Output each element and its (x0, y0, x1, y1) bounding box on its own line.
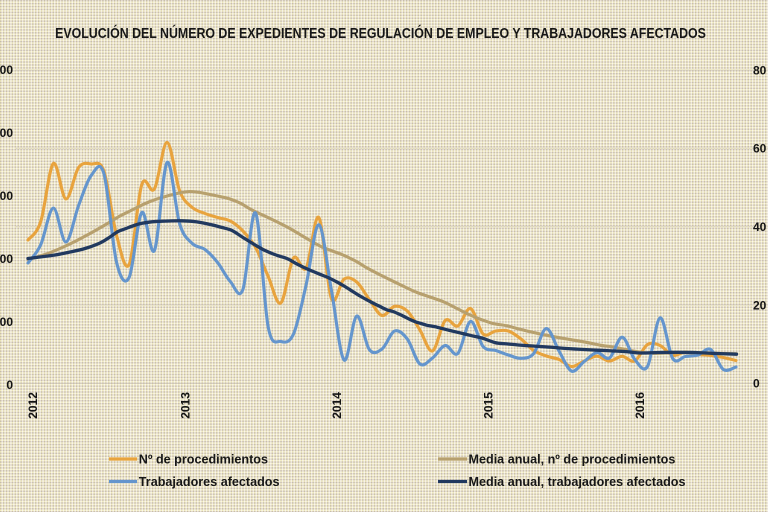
svg-text:0: 0 (753, 377, 760, 391)
svg-text:00: 00 (0, 63, 13, 77)
svg-text:00: 00 (0, 315, 13, 329)
svg-text:Media anual, trabajadores afec: Media anual, trabajadores afectados (469, 475, 686, 489)
svg-text:2013: 2013 (179, 392, 193, 419)
svg-text:Trabajadores afectados: Trabajadores afectados (139, 475, 280, 489)
svg-text:2015: 2015 (482, 392, 496, 419)
svg-text:00: 00 (0, 126, 13, 140)
svg-text:00: 00 (0, 189, 13, 203)
svg-text:2014: 2014 (330, 392, 344, 419)
svg-text:2012: 2012 (26, 392, 40, 419)
svg-text:Media anual, nº de procedimien: Media anual, nº de procedimientos (469, 452, 676, 466)
svg-text:80: 80 (753, 63, 767, 77)
svg-text:2016: 2016 (633, 392, 647, 419)
svg-text:0: 0 (6, 378, 13, 392)
svg-text:Nº de procedimientos: Nº de procedimientos (139, 452, 268, 466)
svg-text:40: 40 (753, 220, 767, 234)
svg-text:20: 20 (753, 298, 767, 312)
svg-text:EVOLUCIÓN DEL NÚMERO DE EXPEDI: EVOLUCIÓN DEL NÚMERO DE EXPEDIENTES DE R… (55, 25, 706, 41)
svg-text:60: 60 (753, 142, 767, 156)
svg-text:00: 00 (0, 252, 13, 266)
